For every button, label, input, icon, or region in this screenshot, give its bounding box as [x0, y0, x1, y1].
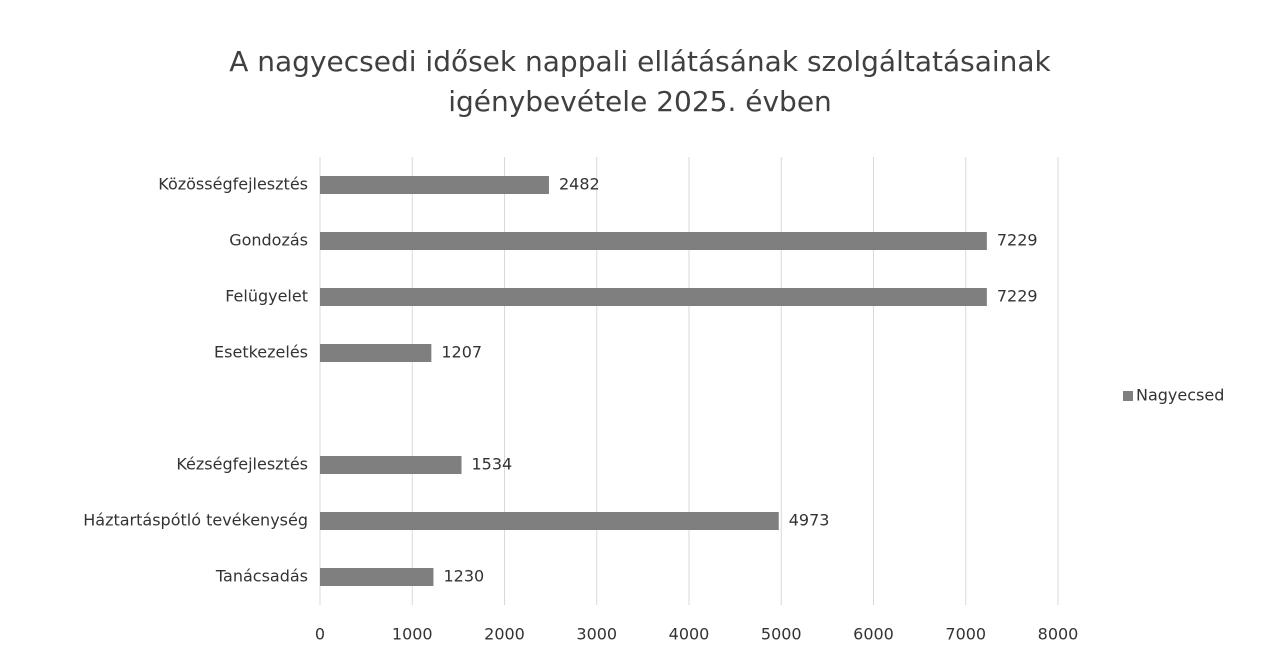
data-label: 7229: [997, 287, 1038, 306]
data-label: 1207: [441, 343, 482, 362]
y-tick-label: Kézségfejlesztés: [176, 455, 308, 474]
data-label: 1230: [443, 567, 484, 586]
y-tick-label: Esetkezelés: [214, 343, 308, 362]
data-label: 4973: [789, 511, 830, 530]
y-tick-label: Közösségfejlesztés: [158, 175, 308, 194]
x-tick-label: 7000: [945, 625, 986, 644]
y-tick-label: Tanácsadás: [215, 567, 308, 586]
bar: [320, 568, 434, 586]
x-tick-label: 5000: [761, 625, 802, 644]
x-tick-label: 0: [315, 625, 325, 644]
chart-title: igénybevétele 2025. évben: [448, 85, 832, 118]
x-tick-label: 4000: [669, 625, 710, 644]
x-tick-label: 1000: [392, 625, 433, 644]
data-label: 1534: [472, 455, 513, 474]
bar: [320, 232, 987, 250]
x-tick-label: 6000: [853, 625, 894, 644]
bar: [320, 344, 432, 362]
y-tick-label: Háztartáspótló tevékenység: [83, 511, 308, 530]
bar: [320, 512, 779, 530]
y-tick-label: Felügyelet: [225, 287, 308, 306]
bar: [320, 176, 549, 194]
legend-swatch: [1123, 391, 1133, 401]
y-tick-label: Gondozás: [229, 231, 308, 250]
chart-title: A nagyecsedi idősek nappali ellátásának …: [229, 45, 1051, 78]
legend-label: Nagyecsed: [1136, 386, 1224, 405]
data-label: 7229: [997, 231, 1038, 250]
bar: [320, 456, 462, 474]
data-label: 2482: [559, 175, 600, 194]
x-tick-label: 3000: [576, 625, 617, 644]
bar: [320, 288, 987, 306]
x-tick-label: 2000: [484, 625, 525, 644]
x-tick-label: 8000: [1038, 625, 1079, 644]
